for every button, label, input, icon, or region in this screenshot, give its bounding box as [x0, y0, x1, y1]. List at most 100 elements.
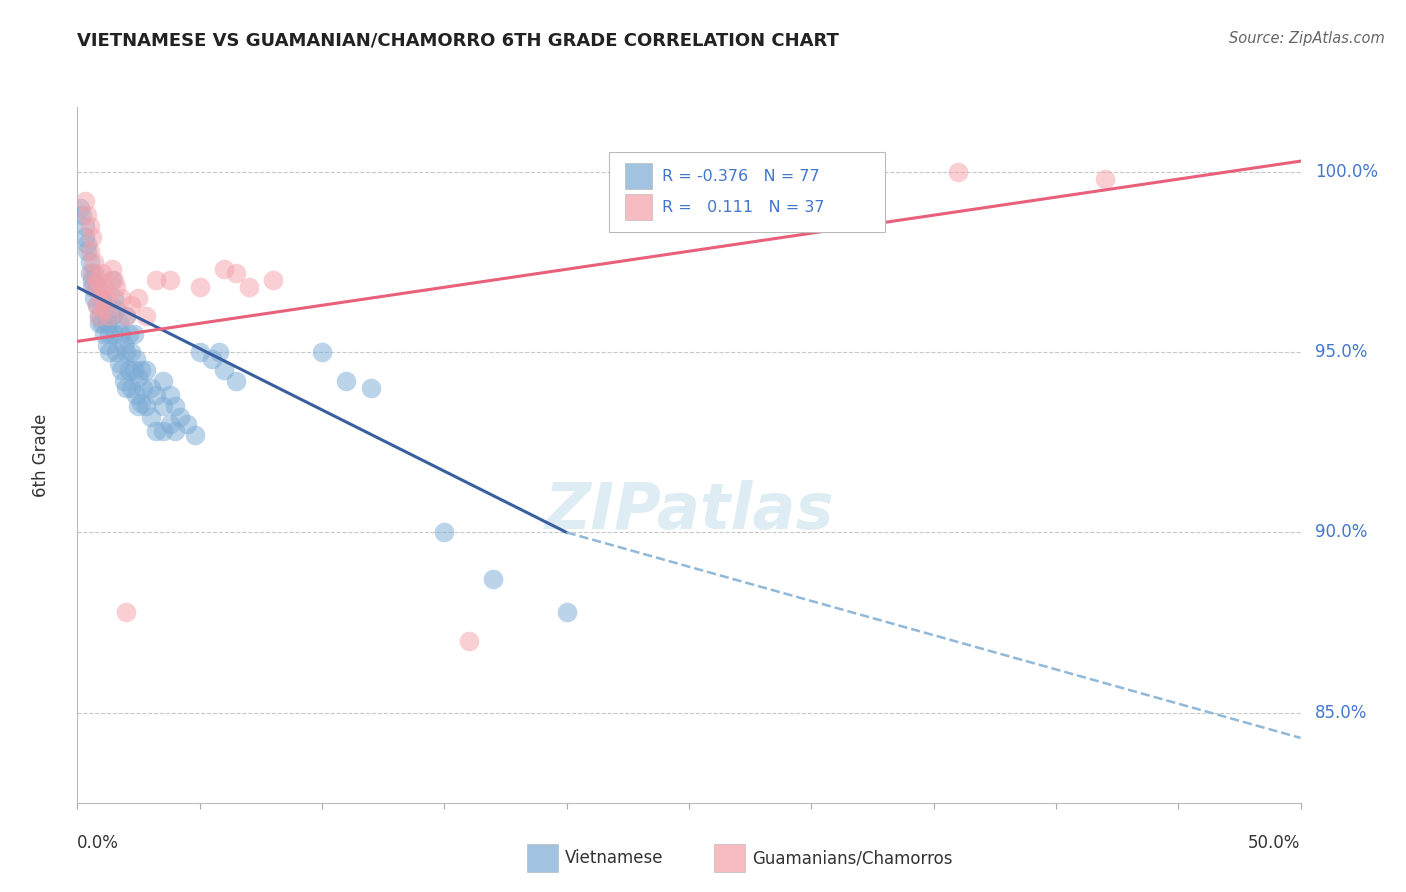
Text: R = -0.376   N = 77: R = -0.376 N = 77: [662, 169, 820, 184]
Point: [127, 399, 149, 413]
Point: [110, 363, 132, 377]
Point: [93, 327, 115, 342]
FancyBboxPatch shape: [626, 162, 652, 189]
Point: [238, 280, 260, 294]
Point: [83, 280, 105, 294]
Text: Source: ZipAtlas.com: Source: ZipAtlas.com: [1229, 31, 1385, 46]
Point: [208, 345, 231, 359]
FancyBboxPatch shape: [626, 194, 652, 220]
Point: [93, 301, 115, 316]
Point: [165, 399, 187, 413]
Point: [79, 266, 101, 280]
Text: 50.0%: 50.0%: [1249, 834, 1301, 852]
Point: [127, 370, 149, 384]
Point: [120, 381, 142, 395]
Point: [125, 388, 148, 402]
Point: [118, 327, 141, 342]
Point: [80, 266, 103, 280]
Text: 90.0%: 90.0%: [1315, 524, 1368, 541]
Point: [169, 410, 191, 425]
Point: [201, 352, 224, 367]
Point: [129, 395, 152, 409]
Point: [225, 374, 247, 388]
Point: [555, 605, 578, 619]
Point: [90, 291, 112, 305]
Point: [335, 374, 357, 388]
Point: [105, 345, 128, 359]
Text: R =   0.111   N = 37: R = 0.111 N = 37: [662, 201, 824, 216]
Point: [115, 345, 138, 359]
Point: [225, 266, 247, 280]
Point: [152, 425, 174, 439]
Point: [89, 309, 111, 323]
Point: [115, 381, 138, 395]
Point: [86, 280, 108, 294]
Point: [115, 309, 138, 323]
Point: [122, 327, 145, 342]
Point: [100, 309, 122, 323]
Point: [159, 388, 181, 402]
Point: [165, 425, 187, 439]
Point: [112, 374, 135, 388]
Text: VIETNAMESE VS GUAMANIAN/CHAMORRO 6TH GRADE CORRELATION CHART: VIETNAMESE VS GUAMANIAN/CHAMORRO 6TH GRA…: [77, 31, 839, 49]
Point: [89, 316, 111, 330]
Point: [108, 356, 131, 370]
Point: [83, 266, 105, 280]
Point: [176, 417, 198, 432]
Point: [96, 338, 118, 352]
Point: [98, 309, 121, 323]
Point: [110, 327, 132, 342]
Point: [135, 309, 157, 323]
Point: [83, 291, 105, 305]
Point: [212, 262, 235, 277]
Point: [125, 352, 148, 367]
Point: [93, 301, 115, 316]
Text: 100.0%: 100.0%: [1315, 163, 1378, 181]
Point: [145, 388, 167, 402]
Point: [946, 165, 969, 179]
Point: [115, 309, 138, 323]
Point: [93, 280, 115, 294]
Point: [127, 291, 149, 305]
Point: [360, 381, 382, 395]
Point: [105, 301, 128, 316]
Point: [69, 201, 91, 215]
Point: [212, 363, 235, 377]
Text: 85.0%: 85.0%: [1315, 704, 1368, 722]
Point: [96, 316, 118, 330]
Point: [262, 273, 284, 287]
Point: [433, 525, 456, 540]
Point: [132, 381, 155, 395]
Point: [100, 262, 122, 277]
Text: 6th Grade: 6th Grade: [31, 413, 49, 497]
Point: [86, 273, 108, 287]
Point: [103, 327, 125, 342]
Point: [86, 298, 108, 312]
Point: [135, 399, 157, 413]
Point: [184, 428, 207, 442]
Point: [118, 363, 141, 377]
Point: [159, 417, 181, 432]
Point: [108, 316, 131, 330]
Point: [457, 633, 479, 648]
Point: [482, 572, 505, 586]
Point: [76, 237, 98, 252]
Point: [188, 345, 211, 359]
Point: [103, 291, 125, 305]
Point: [112, 338, 135, 352]
Point: [135, 363, 157, 377]
Text: Vietnamese: Vietnamese: [565, 849, 664, 867]
Text: 0.0%: 0.0%: [77, 834, 120, 852]
Point: [139, 410, 162, 425]
Text: 95.0%: 95.0%: [1315, 343, 1368, 361]
Point: [188, 280, 211, 294]
Point: [96, 291, 118, 305]
Point: [122, 363, 145, 377]
Point: [90, 316, 112, 330]
Point: [98, 345, 121, 359]
Point: [1094, 172, 1116, 186]
Text: Guamanians/Chamorros: Guamanians/Chamorros: [752, 849, 953, 867]
Point: [110, 291, 132, 305]
Point: [103, 273, 125, 287]
Point: [73, 194, 96, 208]
